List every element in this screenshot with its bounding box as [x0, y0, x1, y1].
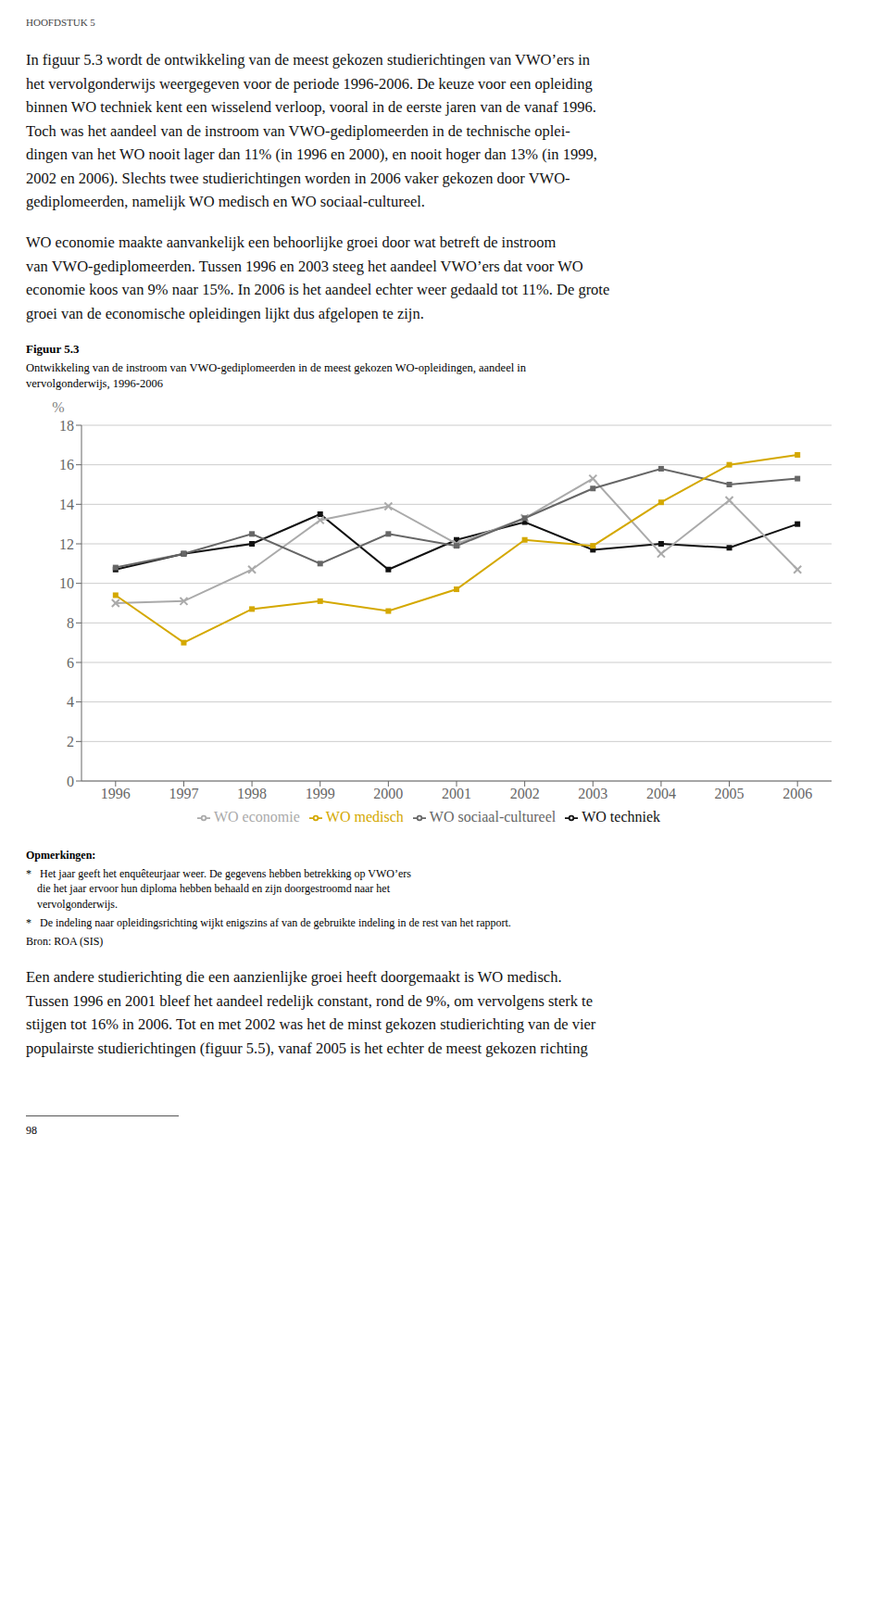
svg-text:6: 6: [66, 654, 75, 671]
svg-text:0: 0: [66, 773, 75, 789]
svg-text:2005: 2005: [714, 785, 745, 802]
html-text:WO economie: WO economie: [213, 808, 300, 825]
html-text:WO techniek: WO techniek: [581, 808, 661, 825]
html-text:98: 98: [25, 1123, 38, 1137]
svg-text:2000: 2000: [373, 785, 403, 802]
html-text:Ontwikkeling van de instroom v: Ontwikkeling van de instroom van VWO-ged…: [25, 361, 526, 390]
html-text:Bron: ROA (SIS): Bron: ROA (SIS): [25, 934, 104, 948]
svg-text:4: 4: [66, 693, 75, 710]
html-text:In figuur 5.3 wordt de ontwikk: In figuur 5.3 wordt de ontwikkeling van …: [25, 50, 598, 211]
svg-text:2004: 2004: [646, 785, 677, 802]
svg-text:2006: 2006: [782, 785, 813, 802]
svg-text:14: 14: [59, 496, 75, 513]
svg-text:8: 8: [66, 614, 75, 631]
svg-text:1997: 1997: [168, 785, 199, 802]
html-text:WO sociaal-cultureel: WO sociaal-cultureel: [429, 808, 556, 825]
svg-text:18: 18: [59, 417, 75, 434]
svg-text:2002: 2002: [510, 785, 540, 802]
html-text:Een andere studierichting die: Een andere studierichting die een aanzie…: [25, 967, 596, 1057]
svg-text:2003: 2003: [577, 785, 608, 802]
html-text:Figuur 5.3: Figuur 5.3: [25, 341, 80, 356]
svg-text:1999: 1999: [305, 785, 336, 802]
svg-text:2: 2: [66, 733, 75, 750]
html-text:HOOFDSTUK 5: HOOFDSTUK 5: [25, 16, 96, 28]
html-text:Opmerkingen:: Opmerkingen:: [25, 848, 96, 862]
html-text:WO economie maakte aanvankelij: WO economie maakte aanvankelijk een beho…: [25, 233, 610, 322]
svg-text:1996: 1996: [100, 785, 131, 802]
svg-text:%: %: [51, 399, 64, 415]
svg-text:12: 12: [59, 536, 75, 552]
html-text:* Het jaar geeft het enquêteur: * Het jaar geeft het enquêteurjaar weer.…: [25, 866, 412, 910]
svg-text:1998: 1998: [237, 785, 267, 802]
svg-text:2001: 2001: [441, 785, 472, 802]
svg-text:10: 10: [59, 575, 75, 591]
html-text:WO medisch: WO medisch: [325, 808, 404, 825]
svg-text:16: 16: [59, 456, 75, 473]
html-text:* De indeling naar opleidingsr: * De indeling naar opleidingsrichting wi…: [25, 915, 512, 929]
